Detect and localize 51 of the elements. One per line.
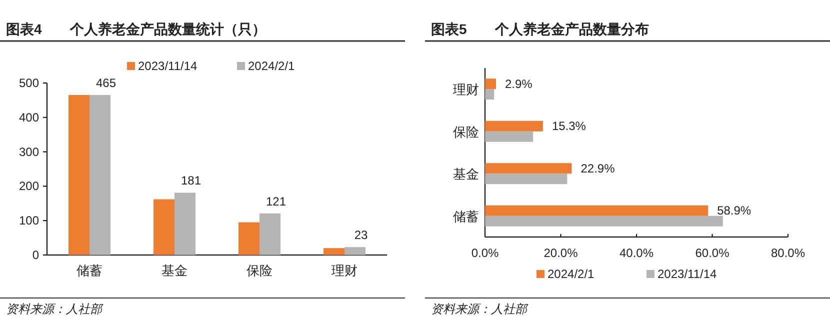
y-tick-label: 保险 [453, 124, 479, 140]
y-tick-label: 100 [18, 214, 40, 228]
x-tick-label: 40.0% [619, 246, 654, 260]
y-tick-label: 300 [18, 144, 40, 159]
bar [260, 213, 280, 255]
bar [238, 222, 260, 255]
bar [485, 131, 534, 142]
legend-label: 2024/2/1 [548, 267, 595, 281]
x-tick-label: 80.0% [770, 246, 806, 260]
x-tick-label: 60.0% [695, 246, 730, 260]
data-label: 465 [96, 76, 116, 90]
bar [174, 192, 196, 255]
bar [90, 95, 110, 255]
text: 资料来源：人社部 [431, 302, 529, 316]
y-tick-label: 储蓄 [453, 208, 479, 224]
bar [485, 174, 568, 184]
data-label: 2.9% [504, 76, 533, 91]
legend-label: 2023/11/14 [658, 267, 717, 281]
x-tick-label: 储蓄 [76, 263, 102, 278]
bar [485, 78, 496, 90]
bar [485, 89, 494, 100]
x-tick-label: 理财 [332, 263, 358, 278]
bar [154, 199, 174, 255]
y-tick-label: 400 [18, 110, 40, 124]
x-tick-label: 保险 [246, 263, 272, 278]
y-tick-label: 基金 [453, 166, 479, 182]
text: 资料来源：人社部 [6, 302, 104, 316]
data-label: 121 [266, 194, 286, 208]
legend-label: 2023/11/14 [138, 59, 198, 73]
bar [344, 247, 366, 255]
bar [68, 95, 90, 255]
data-label: 22.9% [580, 161, 616, 176]
data-label: 181 [180, 174, 202, 188]
legend-label: 2024/2/1 [248, 59, 296, 73]
data-label: 23 [354, 228, 368, 242]
y-tick-label: 0 [32, 248, 40, 262]
bar [324, 248, 344, 255]
y-tick-label: 200 [18, 179, 40, 194]
bar [485, 216, 723, 226]
chart-title: 图表4 个人养老金产品数量统计（只） [6, 21, 266, 37]
chart-title: 图表5 个人养老金产品数量分布 [431, 21, 649, 37]
x-tick-label: 0.0% [471, 246, 499, 260]
data-label: 15.3% [552, 119, 586, 134]
bar [485, 120, 543, 132]
x-tick-label: 20.0% [544, 246, 578, 260]
bar [485, 163, 572, 174]
data-label: 58.9% [717, 204, 752, 218]
y-tick-label: 500 [18, 76, 40, 90]
bar [485, 205, 708, 216]
y-tick-label: 理财 [453, 82, 479, 98]
x-tick-label: 基金 [162, 263, 188, 278]
